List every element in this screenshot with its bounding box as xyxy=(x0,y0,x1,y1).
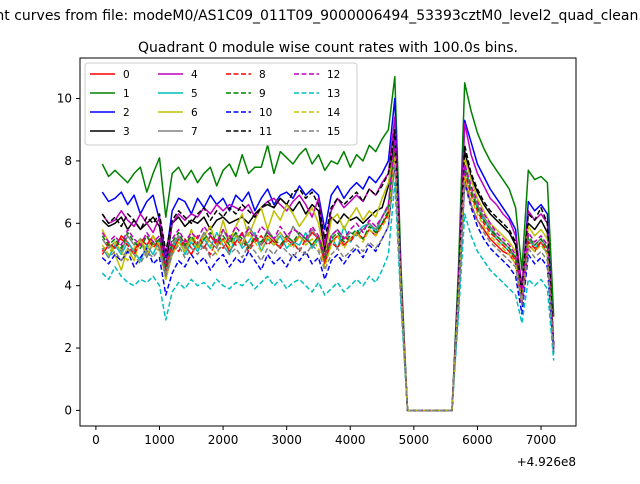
y-tick-label: 0 xyxy=(64,403,72,417)
legend-label-12: 12 xyxy=(327,69,340,81)
legend-label-2: 2 xyxy=(123,107,130,119)
figure-suptitle: Light curves from file: modeM0/AS1C09_01… xyxy=(0,8,640,24)
x-tick-label: 1000 xyxy=(144,433,175,447)
legend-label-13: 13 xyxy=(327,88,340,100)
legend-label-9: 9 xyxy=(259,88,266,100)
x-tick-label: 7000 xyxy=(526,433,557,447)
legend-label-6: 6 xyxy=(191,107,198,119)
axis-ticks: 0 1000 2000 3000 4000 5000 6000 7000 0 2 4 6 8 10 xyxy=(57,92,557,447)
y-tick-label: 2 xyxy=(64,341,72,355)
legend-label-15: 15 xyxy=(327,126,340,138)
series-line-9 xyxy=(101,144,555,412)
series-line-3 xyxy=(101,135,555,412)
legend-label-7: 7 xyxy=(191,126,198,138)
y-tick-label: 6 xyxy=(64,216,72,230)
chart-title: Quadrant 0 module wise count rates with … xyxy=(138,40,518,56)
x-offset-label: +4.926e8 xyxy=(517,455,576,469)
x-tick-label: 3000 xyxy=(271,433,302,447)
series-line-15 xyxy=(101,163,555,412)
legend-label-0: 0 xyxy=(123,69,130,81)
series-line-11 xyxy=(101,128,555,412)
legend-box xyxy=(84,62,358,146)
series-line-8 xyxy=(101,150,555,412)
legend-label-11: 11 xyxy=(259,126,272,138)
series-line-4 xyxy=(101,116,555,412)
y-tick-label: 10 xyxy=(57,92,72,106)
x-tick-label: 4000 xyxy=(335,433,366,447)
series-lines xyxy=(101,75,555,412)
x-tick-label: 2000 xyxy=(208,433,239,447)
legend-label-1: 1 xyxy=(123,88,130,100)
series-line-10 xyxy=(101,160,555,412)
series-line-12 xyxy=(101,138,555,412)
legend-label-4: 4 xyxy=(191,69,198,81)
legend-label-10: 10 xyxy=(259,107,272,119)
series-line-2 xyxy=(101,97,555,412)
legend-label-5: 5 xyxy=(191,88,198,100)
series-line-1 xyxy=(101,75,555,412)
x-tick-label: 6000 xyxy=(462,433,493,447)
y-tick-label: 4 xyxy=(64,279,72,293)
y-tick-label: 8 xyxy=(64,154,72,168)
x-tick-label: 0 xyxy=(92,433,100,447)
series-line-14 xyxy=(101,157,555,412)
legend-label-8: 8 xyxy=(259,69,266,81)
x-tick-label: 5000 xyxy=(399,433,430,447)
legend-label-14: 14 xyxy=(327,107,341,119)
legend-label-3: 3 xyxy=(123,126,130,138)
series-line-13 xyxy=(101,181,555,412)
axes-frame xyxy=(79,57,577,427)
